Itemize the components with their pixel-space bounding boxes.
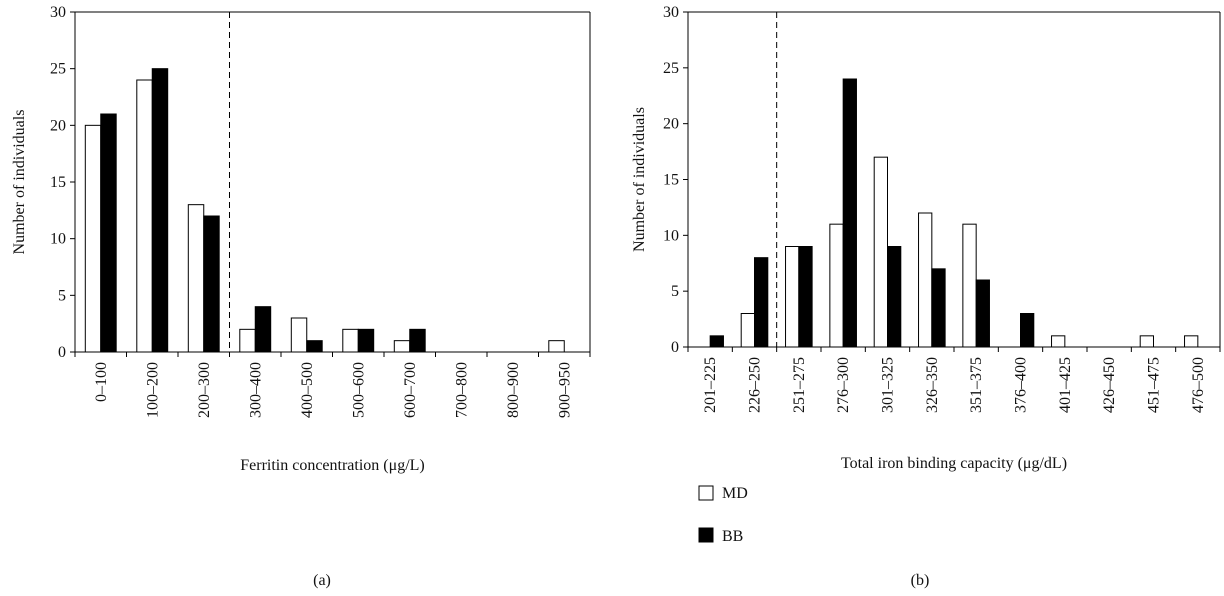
panel-a-category-label: 300–400 — [247, 362, 264, 418]
panel-b-ytick-label: 30 — [663, 4, 679, 21]
panel-a-category-label: 500–600 — [350, 362, 367, 418]
panel-a-category-label: 200–300 — [196, 362, 213, 418]
panel-a-bar-md — [187, 204, 205, 353]
panel-a-category-label: 400–500 — [299, 362, 316, 418]
panel-a-bar-bb — [100, 113, 117, 353]
legend: MD BB — [698, 485, 748, 545]
panel-b-category-label: 301–325 — [880, 357, 897, 413]
panel-a-bar-md — [290, 317, 308, 353]
panel-b-ytick-label: 10 — [663, 227, 679, 244]
panel-b-y-axis-label: Number of individuals — [631, 107, 648, 252]
panel-a-bar-bb — [306, 340, 323, 353]
panel-a-ytick-label: 10 — [50, 231, 66, 248]
panel-b-bar-bb — [754, 257, 769, 348]
panel-b-bar-bb — [887, 246, 902, 348]
panel-a-ytick-label: 15 — [50, 174, 66, 191]
panel-b-bar-bb — [798, 246, 813, 348]
panel-b-category-label: 251–275 — [791, 357, 808, 413]
legend-swatch-md — [698, 485, 714, 501]
panel-a-bar-bb — [203, 215, 220, 353]
panel-a-bar-md — [239, 328, 256, 353]
panel-b-ytick-label: 25 — [663, 60, 679, 77]
panel-b-ytick-label: 15 — [663, 172, 679, 189]
panel-a-bar-bb — [254, 306, 272, 353]
panel-b-ytick-label: 20 — [663, 116, 679, 133]
panel-b-bar-bb — [709, 335, 724, 348]
panel-b-ytick-label: 5 — [671, 283, 679, 300]
panel-b-x-axis-label: Total iron binding capacity (μg/dL) — [841, 455, 1067, 472]
panel-b-bar-bb — [1020, 313, 1035, 348]
panel-b-panel-label: (b) — [911, 572, 930, 589]
panel-b-bar-md — [918, 212, 933, 348]
panel-a-bar-bb — [357, 328, 375, 353]
panel-b-bar-md — [829, 223, 844, 348]
panel-a-category-label: 100–200 — [144, 362, 161, 418]
panel-b-category-label: 276–300 — [835, 357, 852, 413]
panel-a-ytick-label: 0 — [58, 344, 66, 361]
chart-panel-b: 0 5 10 15 20 25 30 201–225 226–250 251–275 276–300… — [631, 4, 1221, 589]
panel-b-category-label: 351–375 — [968, 357, 985, 413]
panel-b-bar-md — [785, 246, 800, 348]
panel-a-ytick-label: 30 — [50, 4, 66, 21]
panel-b-bar-bb — [975, 279, 990, 348]
panel-b-bar-md — [873, 156, 889, 348]
panel-a-category-label: 700–800 — [453, 362, 470, 418]
panel-a-bar-md — [393, 340, 411, 353]
panel-b-category-label: 376–400 — [1013, 357, 1030, 413]
panel-a-bar-bb — [409, 328, 426, 353]
legend-label-md: MD — [722, 485, 748, 502]
panel-b-bar-md — [1184, 335, 1199, 348]
panel-b-category-label: 426–450 — [1101, 357, 1118, 413]
panel-a-ytick-label: 25 — [50, 61, 66, 78]
panel-a-y-axis-label: Number of individuals — [11, 110, 28, 255]
panel-b-category-label: 451–475 — [1146, 357, 1163, 413]
panel-b-category-label: 226–250 — [747, 357, 764, 413]
panel-b-category-label: 401–425 — [1057, 357, 1074, 413]
panel-b-bar-bb — [931, 268, 946, 348]
legend-label-bb: BB — [722, 528, 743, 545]
panel-a-ytick-label: 20 — [50, 117, 66, 134]
panel-a-bar-bb — [151, 68, 169, 353]
panel-a-bar-md — [84, 124, 102, 353]
panel-b-bar-md — [1051, 335, 1066, 348]
panel-a-category-label: 0–100 — [93, 362, 110, 402]
panel-a-panel-label: (a) — [313, 572, 331, 589]
panel-a-bar-md — [136, 79, 153, 353]
panel-b-bar-bb — [842, 78, 857, 348]
panel-b-ytick-label: 0 — [671, 339, 679, 356]
panel-b-category-label: 201–225 — [702, 357, 719, 413]
panel-b-category-label: 476–500 — [1190, 357, 1207, 413]
panel-a-ytick-label: 5 — [58, 287, 66, 304]
panel-b-bar-md — [1139, 335, 1154, 348]
chart-panel-a: 0 5 10 15 20 25 30 0–100 100–200 200–300 300–400 40… — [11, 4, 591, 589]
legend-swatch-bb — [698, 527, 714, 543]
panel-a-bar-md — [548, 340, 565, 353]
panel-a-bar-md — [342, 328, 359, 353]
panel-a-category-label: 600–700 — [402, 362, 419, 418]
panel-a-x-axis-label: Ferritin concentration (μg/L) — [240, 457, 425, 474]
panel-b-category-label: 326–350 — [924, 357, 941, 413]
panel-b-bar-md — [740, 313, 756, 348]
panel-a-category-label: 800–900 — [505, 362, 522, 418]
panel-a-category-label: 900–950 — [556, 362, 573, 418]
panel-b-bar-md — [962, 223, 977, 348]
